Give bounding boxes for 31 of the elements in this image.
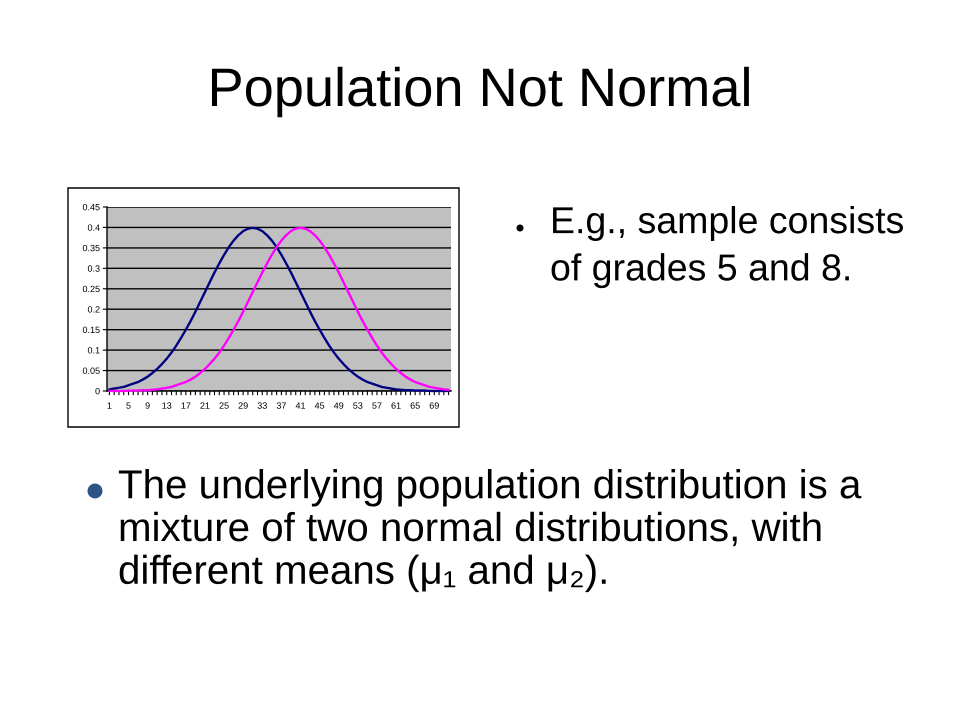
chart-title: Population Not Normal	[212, 66, 749, 118]
x-tick-label: 5	[126, 402, 131, 409]
x-tick-label: 21	[200, 402, 210, 409]
x-tick-label: 37	[276, 402, 286, 409]
x-tick-label: 33	[258, 402, 267, 409]
y-tick-label: 0.2	[88, 306, 100, 313]
x-tick-label: 9	[146, 402, 150, 409]
x-tick-label: 1	[108, 402, 112, 409]
text: The underlying population distribution is a mixture of two normal distributions, with different means (μ₁ and μ₂).	[118, 469, 862, 592]
x-tick-label: 17	[182, 402, 190, 409]
x-tick-label: 45	[314, 402, 324, 409]
y-tick-label: 0.45	[82, 204, 100, 210]
y-tick-label: 0.15	[82, 326, 100, 334]
y-tick-label: 0.1	[88, 347, 100, 354]
x-tick-label: 61	[391, 402, 401, 409]
x-tick-label: 25	[219, 402, 229, 409]
x-tick-label: 65	[410, 402, 420, 409]
x-tick-label: 49	[334, 402, 344, 409]
y-tick-label: 0.4	[88, 224, 100, 231]
x-tick-label: 13	[162, 402, 172, 409]
text: E.g., sample consists of grades 5 and 8.	[552, 206, 903, 288]
y-tick-label: 0.05	[82, 368, 100, 374]
y-tick-label: 0	[95, 388, 100, 394]
y-tick-label: 0.35	[82, 244, 100, 252]
x-tick-label: 69	[430, 402, 439, 409]
x-tick-label: 41	[296, 402, 306, 409]
x-tick-label: 53	[353, 402, 362, 409]
x-tick-label: 29	[238, 402, 248, 409]
y-tick-label: 0.3	[88, 265, 100, 272]
y-tick-label: 0.25	[82, 286, 100, 292]
x-tick-label: 57	[372, 402, 382, 409]
